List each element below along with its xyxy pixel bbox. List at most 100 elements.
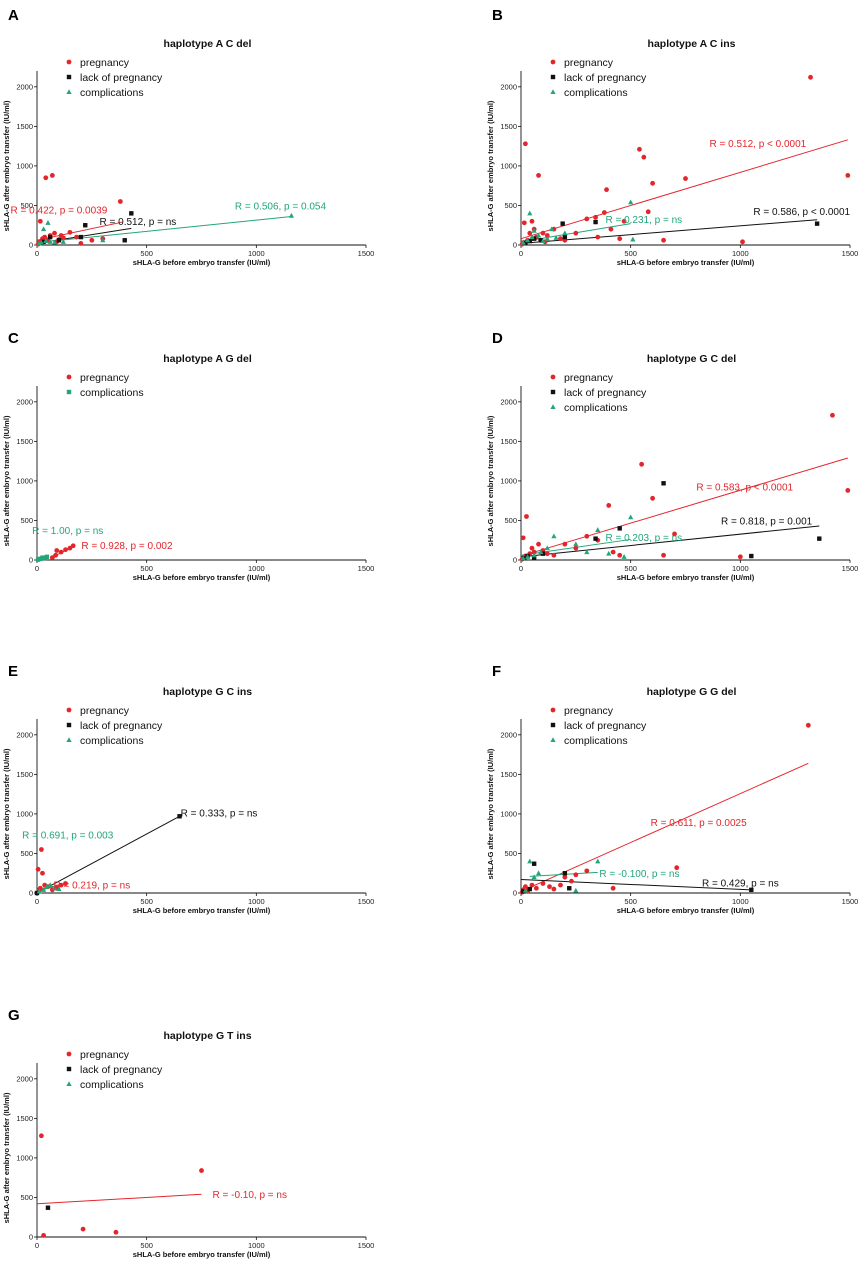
- y-axis-label: sHLA-G after embryo transfer (IU/ml): [2, 100, 11, 231]
- y-tick-label: 0: [513, 889, 517, 898]
- data-point: [527, 238, 532, 244]
- data-point: [40, 870, 45, 876]
- legend-label: complications: [80, 87, 144, 99]
- legend-label: lack of pregnancy: [564, 387, 647, 399]
- data-point: [584, 216, 590, 222]
- correlation-annotation: R = 0.429, p = ns: [702, 879, 779, 890]
- data-point: [531, 552, 537, 558]
- data-point: [63, 881, 68, 886]
- data-point: [529, 545, 535, 551]
- legend-marker: [66, 89, 72, 94]
- x-tick-label: 1500: [842, 249, 859, 258]
- panel-title: haplotype G G del: [647, 686, 737, 698]
- data-point: [683, 176, 688, 181]
- data-point: [523, 240, 528, 245]
- x-tick-label: 500: [140, 1241, 153, 1250]
- data-point: [641, 154, 647, 160]
- x-tick-label: 1500: [358, 564, 375, 573]
- y-tick-label: 0: [29, 556, 33, 565]
- fit-line: [520, 457, 848, 557]
- y-tick-label: 500: [504, 516, 517, 525]
- legend-marker: [66, 389, 72, 395]
- data-point: [535, 232, 542, 238]
- y-tick-label: 0: [29, 1233, 33, 1242]
- y-tick-label: 500: [504, 849, 517, 858]
- legend-marker: [550, 389, 556, 395]
- panel-letter: G: [8, 1007, 20, 1024]
- data-point: [562, 230, 568, 236]
- legend-label: complications: [80, 735, 144, 747]
- y-tick-label: 0: [29, 889, 33, 898]
- panel-title: haplotype A C ins: [648, 38, 736, 50]
- y-tick-label: 1500: [16, 1114, 33, 1123]
- x-tick-label: 1000: [732, 249, 749, 258]
- data-point: [78, 241, 84, 246]
- y-tick-label: 0: [513, 241, 517, 250]
- legend-label: lack of pregnancy: [80, 1064, 163, 1076]
- data-point: [650, 495, 655, 501]
- data-point: [56, 238, 62, 243]
- data-point: [661, 481, 666, 486]
- data-point: [740, 239, 745, 245]
- x-tick-label: 1000: [248, 1241, 265, 1250]
- data-point: [830, 412, 835, 418]
- data-point: [805, 722, 811, 728]
- data-point: [41, 239, 46, 245]
- y-tick-label: 1500: [500, 122, 517, 131]
- data-point: [549, 226, 555, 232]
- data-point: [288, 212, 295, 218]
- data-point: [47, 234, 53, 240]
- data-point: [562, 541, 568, 547]
- correlation-annotation: R = 0.203, p = ns: [605, 533, 682, 544]
- x-tick-label: 0: [35, 1241, 39, 1250]
- correlation-annotation: R = 0.231, p = ns: [605, 215, 682, 226]
- fit-line: [520, 762, 809, 892]
- legend-marker: [550, 374, 556, 380]
- data-point: [122, 238, 127, 243]
- x-axis-label: sHLA-G before embryo transfer (IU/ml): [133, 1250, 271, 1259]
- x-axis-label: sHLA-G before embryo transfer (IU/ml): [133, 258, 271, 267]
- y-tick-label: 500: [20, 849, 33, 858]
- data-point: [522, 887, 528, 893]
- y-tick-label: 1500: [16, 122, 33, 131]
- x-axis-label: sHLA-G before embryo transfer (IU/ml): [133, 573, 271, 582]
- legend-marker: [66, 59, 72, 65]
- data-point: [573, 230, 579, 236]
- legend-marker: [66, 722, 72, 728]
- data-point: [83, 223, 88, 228]
- data-point: [551, 886, 557, 892]
- data-point: [547, 884, 552, 890]
- data-point: [54, 548, 60, 553]
- correlation-annotation: R = 0.506, p = 0.054: [235, 201, 327, 212]
- data-point: [524, 514, 529, 519]
- data-point: [562, 874, 568, 880]
- data-point: [527, 210, 533, 216]
- panel-letter: E: [8, 663, 18, 680]
- x-tick-label: 500: [140, 897, 153, 906]
- legend-marker: [550, 89, 556, 94]
- x-tick-label: 0: [35, 249, 39, 258]
- correlation-annotation: R = 0.586, p < 0.0001: [753, 207, 850, 218]
- data-point: [593, 536, 598, 541]
- data-point: [562, 871, 568, 876]
- y-tick-label: 500: [504, 201, 517, 210]
- data-point: [606, 503, 612, 508]
- data-point: [672, 531, 677, 537]
- y-tick-label: 1000: [16, 162, 33, 171]
- data-point: [558, 236, 563, 242]
- data-point: [749, 553, 754, 559]
- data-point: [737, 554, 743, 560]
- data-point: [621, 218, 627, 224]
- data-point: [584, 868, 590, 874]
- y-axis-label: sHLA-G after embryo transfer (IU/ml): [2, 415, 11, 546]
- data-point: [560, 221, 565, 226]
- data-point: [604, 187, 609, 193]
- data-point: [601, 210, 607, 215]
- y-tick-label: 1500: [500, 437, 517, 446]
- legend-marker: [550, 74, 556, 80]
- data-point: [49, 173, 55, 178]
- data-point: [674, 865, 680, 871]
- legend-marker: [66, 707, 72, 713]
